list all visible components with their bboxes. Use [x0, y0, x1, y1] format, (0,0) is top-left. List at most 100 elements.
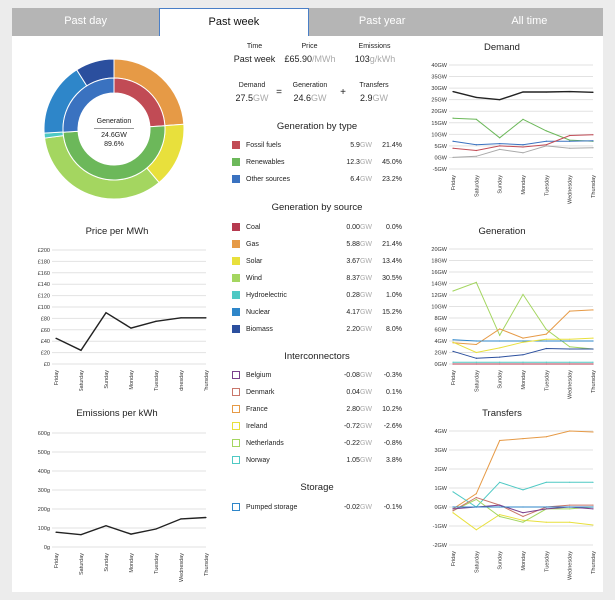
demand-point — [592, 147, 594, 149]
demand-point — [522, 91, 524, 93]
generation-point — [452, 341, 454, 343]
interconnectors-title: Interconnectors — [284, 351, 350, 362]
demand-point — [452, 147, 454, 149]
row-percent: 8.0% — [386, 325, 402, 333]
other-sources-swatch — [232, 175, 240, 183]
tab-past-day[interactable]: Past day — [12, 8, 160, 36]
row-label: Gas — [246, 240, 259, 248]
equals-sign: = — [276, 87, 282, 98]
x-tick-label: Saturday — [474, 175, 480, 197]
transfers-point — [522, 515, 524, 518]
generation-point — [499, 334, 501, 336]
demand-point — [522, 146, 524, 148]
generation-point — [569, 363, 571, 365]
generation-by-type-title: Generation by type — [276, 121, 358, 132]
generation-point — [545, 333, 547, 335]
donut-center-divider — [94, 128, 134, 129]
demand-label: Demand — [238, 82, 266, 89]
row-percent: 23.2% — [382, 175, 402, 183]
transfers-point — [592, 506, 594, 508]
generation-point — [499, 356, 501, 358]
price-point — [155, 320, 157, 322]
transfers-point — [592, 431, 594, 433]
demand-series-line-0 — [452, 90, 594, 101]
y-tick-label: £100 — [38, 305, 50, 311]
transfers-point — [592, 481, 594, 483]
y-tick-label: 100g — [38, 526, 50, 532]
x-tick-label: Sunday — [498, 370, 504, 389]
transfers-series-line-2 — [452, 512, 594, 531]
x-tick-label: Wednesday — [179, 370, 185, 391]
generation-point — [569, 361, 571, 363]
row-percent: 15.2% — [382, 308, 402, 316]
row-percent: 45.0% — [382, 158, 402, 166]
demand-point — [522, 144, 524, 146]
transfers-point — [499, 504, 501, 506]
transfers-point — [452, 512, 454, 514]
transfers-point — [452, 510, 454, 512]
generation-point — [452, 363, 454, 365]
time-value: Past week — [233, 54, 276, 64]
row-belgium: Belgium -0.08GW -0.3% — [232, 369, 402, 381]
demand-point — [522, 152, 524, 154]
row-value: -0.02GW — [343, 503, 372, 511]
transfers-point — [499, 506, 501, 508]
row-label: Wind — [246, 274, 262, 282]
x-tick-label: Saturday — [79, 370, 85, 391]
donut-center-title: Generation — [96, 118, 132, 125]
row-ireland: Ireland -0.72GW -2.6% — [232, 420, 402, 432]
y-tick-label: 10GW — [431, 132, 447, 138]
generation-point — [545, 338, 547, 340]
y-tick-label: 40GW — [431, 63, 447, 69]
demand-chart: -5GW 0GW 5GW 10GW 15GW 20GW 25GW 30GW 35GW 40GW Fr… — [431, 63, 597, 204]
row-value: 0.00GW — [346, 223, 372, 231]
generation-point — [545, 328, 547, 331]
y-tick-label: 16GW — [431, 270, 447, 276]
row-percent: 0.1% — [386, 388, 402, 396]
y-tick-label: £140 — [38, 282, 50, 288]
demand-point — [569, 140, 571, 142]
transfers-point — [475, 506, 477, 508]
generation-point — [569, 338, 571, 340]
time-label: Time — [246, 43, 263, 50]
generation-point — [452, 290, 454, 292]
row-value: 0.04GW — [346, 388, 372, 396]
tab-all-time[interactable]: All time — [455, 8, 603, 36]
x-tick-label: Monday — [521, 370, 527, 390]
y-tick-label: 0GW — [434, 362, 447, 368]
generation-donut-chart — [43, 58, 185, 200]
transfers-point — [545, 506, 547, 508]
generation-point — [522, 361, 524, 363]
x-tick-label: Thursday — [591, 551, 597, 574]
emissions-point — [80, 534, 82, 536]
demand-point — [499, 137, 501, 139]
generation-point — [499, 328, 501, 330]
x-tick-label: Wednesday — [179, 553, 185, 582]
y-tick-label: 25GW — [431, 98, 447, 104]
row-percent: 1.0% — [386, 291, 402, 299]
transfers-point — [499, 481, 501, 483]
generation-point — [475, 357, 477, 359]
transfers-point — [452, 508, 454, 510]
tab-past-year[interactable]: Past year — [308, 8, 456, 36]
row-percent: 0.0% — [386, 223, 402, 231]
demand-chart-title: Demand — [484, 42, 520, 53]
y-tick-label: 0GW — [434, 155, 447, 161]
gas-swatch — [232, 240, 240, 248]
x-tick-label: Thursday — [204, 370, 210, 391]
y-tick-label: 10GW — [431, 305, 447, 311]
france-swatch — [232, 405, 240, 413]
transfers-point — [545, 481, 547, 483]
row-label: Netherlands — [246, 439, 284, 447]
plus-sign: + — [340, 87, 346, 98]
transfers-point — [522, 506, 524, 508]
transfers-point — [522, 521, 524, 523]
generation-point — [475, 340, 477, 342]
y-tick-label: £200 — [38, 248, 50, 254]
price-value: £65.90/MWh — [284, 54, 336, 64]
tab-past-week[interactable]: Past week — [159, 8, 309, 36]
demand-point — [522, 118, 524, 120]
generation-point — [545, 363, 547, 365]
price-point — [105, 312, 107, 314]
x-tick-label: Tuesday — [154, 553, 160, 574]
